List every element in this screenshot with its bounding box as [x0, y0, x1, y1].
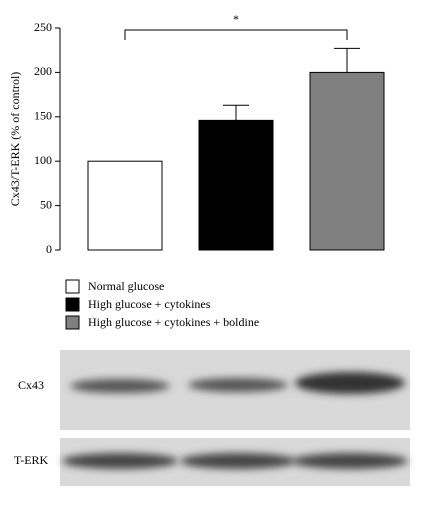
blot-band — [180, 453, 296, 469]
y-tick-label: 100 — [34, 153, 52, 167]
legend-swatch — [65, 315, 80, 330]
blot-label: Cx43 — [18, 378, 44, 392]
blot-label: T-ERK — [14, 453, 49, 467]
significance-bracket — [124, 29, 348, 40]
bar — [87, 160, 163, 251]
blot-band — [188, 378, 288, 392]
legend-swatch — [65, 279, 80, 294]
western-blot: Cx43 T-ERK — [14, 350, 410, 486]
legend-label: Normal glucose — [88, 279, 164, 293]
legend-label: High glucose + cytokines — [88, 297, 211, 311]
bar — [198, 119, 274, 251]
blot-band — [70, 379, 170, 393]
blot-band — [62, 453, 178, 469]
legend-swatch — [65, 297, 80, 312]
blot-band — [292, 453, 408, 469]
legend-label: High glucose + cytokines + boldine — [88, 315, 259, 329]
y-tick-label: 0 — [46, 242, 52, 256]
y-tick-label: 50 — [40, 197, 52, 211]
y-tick-label: 150 — [34, 109, 52, 123]
y-axis-label: Cx43/T-ERK (% of control) — [8, 72, 22, 207]
y-tick-label: 200 — [34, 64, 52, 78]
y-tick-label: 250 — [34, 20, 52, 34]
annotation: * — [233, 12, 239, 26]
blot-band — [295, 372, 405, 394]
bar — [309, 71, 385, 251]
